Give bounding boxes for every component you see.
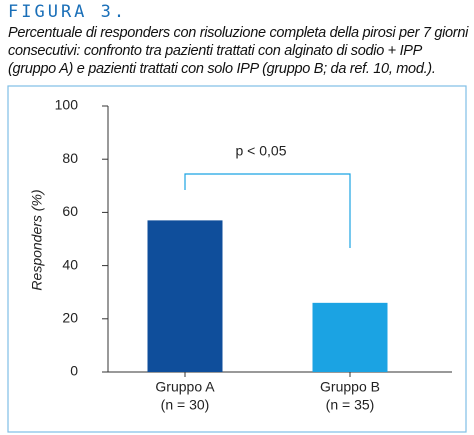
y-tick-label: 60 xyxy=(62,203,78,219)
x-tick-label: Gruppo A xyxy=(155,379,215,395)
significance-bracket xyxy=(184,173,351,248)
bar xyxy=(147,220,223,372)
x-tick-label: Gruppo B xyxy=(320,379,380,395)
bar xyxy=(312,302,388,372)
y-tick-label: 0 xyxy=(70,363,78,379)
caption: Percentuale di responders con risoluzion… xyxy=(8,25,468,77)
y-tick-label: 40 xyxy=(62,256,78,272)
figure-label: FIGURA 3. xyxy=(8,2,128,22)
y-tick-label: 80 xyxy=(62,150,78,166)
x-tick-label: (n = 35) xyxy=(326,397,375,413)
chart-frame xyxy=(7,85,467,433)
annotation: p < 0,05 xyxy=(236,143,287,159)
y-axis-label: Responders (%) xyxy=(29,189,45,290)
y-tick-label: 100 xyxy=(55,97,79,113)
x-tick-label: (n = 30) xyxy=(161,397,210,413)
y-tick-label: 20 xyxy=(62,310,78,326)
